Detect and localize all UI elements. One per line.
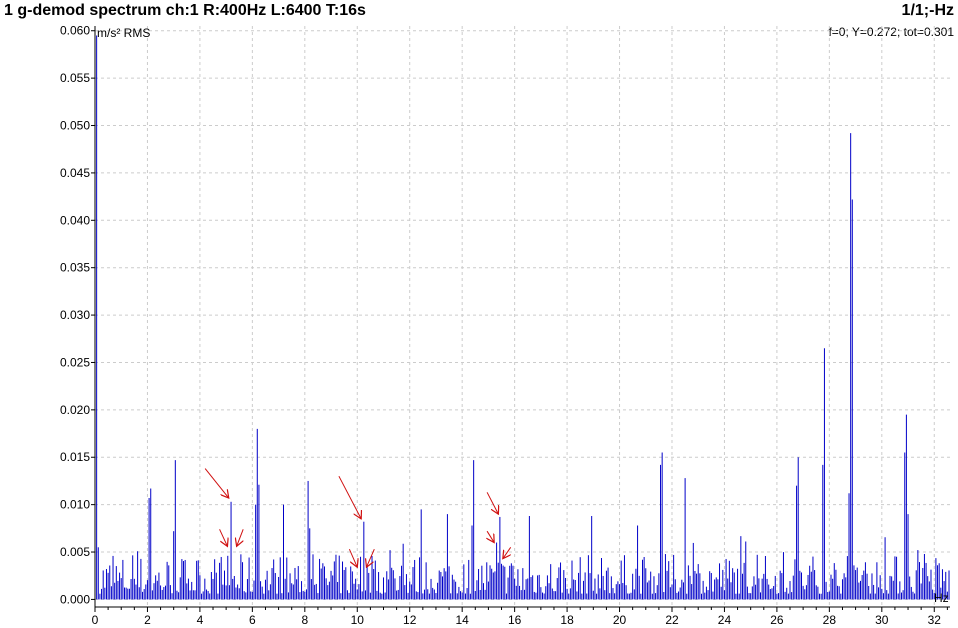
x-tick-label: 30 [875,613,889,627]
annotation-arrow [338,475,361,519]
annotation-arrow [366,548,375,567]
axes: 0 2 4 6 8 10 12 14 16 18 20 22 24 26 28 30 320.0000.0050… [60,24,950,627]
x-tick-label: 0 [92,613,99,627]
annotation-arrow [487,530,494,542]
y-tick-label: 0.045 [60,166,90,180]
x-tick-label: 6 [249,613,256,627]
y-tick-label: 0.055 [60,71,90,85]
x-tick-label: 22 [665,613,679,627]
annotation-arrow [204,468,229,498]
x-tick-label: 2 [144,613,151,627]
x-tick-label: 10 [351,613,365,627]
y-tick-label: 0.000 [60,592,90,606]
spectrum-bars [96,35,950,600]
y-tick-label: 0.020 [60,403,90,417]
x-tick-label: 4 [197,613,204,627]
annotation-arrow [219,529,228,546]
annotation-arrow [486,492,498,514]
y-axis-unit-label: m/s² RMS [97,26,150,40]
annotation-arrow [503,547,512,558]
cursor-readout: f=0; Y=0.272; tot=0.301 [828,25,954,39]
x-tick-label: 32 [928,613,942,627]
y-tick-label: 0.050 [60,119,90,133]
y-tick-label: 0.060 [60,24,90,38]
x-axis-unit-label: Hz [934,591,949,605]
page-indicator: 1/1;-Hz [901,2,954,19]
annotation-arrow [237,529,244,546]
x-tick-label: 26 [770,613,784,627]
x-tick-label: 24 [718,613,732,627]
annotation-arrow [348,548,357,567]
y-tick-label: 0.010 [60,498,90,512]
y-tick-label: 0.015 [60,450,90,464]
x-tick-label: 16 [508,613,522,627]
x-tick-label: 12 [403,613,417,627]
y-tick-label: 0.005 [60,545,90,559]
x-tick-label: 28 [823,613,837,627]
x-tick-label: 14 [455,613,469,627]
y-tick-label: 0.030 [60,308,90,322]
y-tick-label: 0.040 [60,213,90,227]
x-tick-label: 18 [560,613,574,627]
chart-title: 1 g-demod spectrum ch:1 R:400Hz L:6400 T… [4,2,366,19]
x-tick-label: 8 [301,613,308,627]
grid-lines [94,26,950,607]
x-tick-label: 20 [613,613,627,627]
y-tick-label: 0.035 [60,261,90,275]
y-tick-label: 0.025 [60,355,90,369]
annotation-arrows [204,468,512,568]
